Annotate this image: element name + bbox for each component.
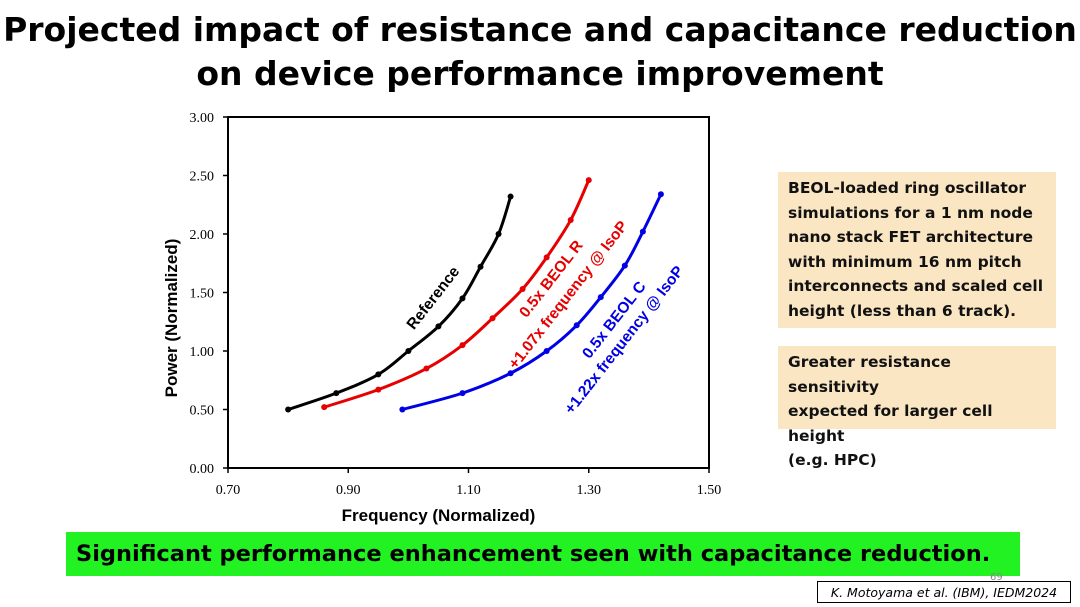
data-point-beol-c [657,191,664,198]
data-point-beol-c [597,294,604,301]
data-point-beol-r [585,177,592,184]
data-point-beol-r [423,365,430,372]
data-point-reference [285,406,292,413]
slide-title: Projected impact of resistance and capac… [0,8,1080,96]
power-frequency-chart: 0.70 0.90 1.10 1.30 1.50 0.00 0.50 1.00 1.50 2.00… [162,111,722,525]
note-line: expected for larger cell height [788,402,993,445]
info-line: BEOL-loaded ring oscillator [788,179,1027,197]
annotation-reference: Reference [404,263,464,333]
note-line: Greater resistance sensitivity [788,353,951,396]
data-point-beol-r [489,315,496,322]
data-point-beol-r [543,254,550,261]
x-axis-label: Frequency (Normalized) [342,506,536,525]
data-point-reference [495,231,502,237]
data-point-beol-r [321,404,328,411]
data-point-reference [435,323,442,330]
info-line: interconnects and scaled cell [788,277,1044,295]
x-tick-label: 0.70 [216,483,241,498]
x-tick-label: 0.90 [336,483,361,498]
data-point-reference [333,390,340,397]
y-tick-label: 0.00 [190,462,215,477]
data-point-beol-c [543,348,550,354]
info-line: nano stack FET architecture [788,228,1034,246]
x-tick-label: 1.30 [577,483,602,498]
info-line: height (less than 6 track). [788,301,1017,320]
citation: K. Motoyama et al. (IBM), IEDM2024 [817,581,1071,603]
y-tick-label: 2.50 [190,170,215,185]
slide-title-line-1: Projected impact of resistance and capac… [3,10,1077,49]
data-point-beol-r [459,342,466,349]
y-tick-label: 3.00 [190,111,215,126]
data-point-beol-c [621,262,628,269]
y-tick-label: 0.50 [190,404,215,419]
data-point-beol-c [507,370,514,377]
data-point-beol-c [639,228,646,235]
data-point-reference [477,263,484,270]
y-tick-label: 1.50 [190,287,215,302]
data-point-reference [459,295,466,302]
data-point-beol-r [567,216,574,223]
data-point-beol-r [375,386,382,393]
series-line-reference [287,196,513,411]
y-tick-label: 2.00 [190,228,215,243]
y-tick-label: 1.00 [190,345,215,360]
data-point-reference [507,193,514,200]
slide-title-line-2: on device performance improvement [196,54,884,93]
data-point-beol-c [459,390,466,397]
data-point-beol-c [573,322,580,329]
page-number: 69 [990,572,1003,583]
data-point-beol-c [399,406,406,413]
info-line: with minimum 16 nm pitch [788,252,1022,271]
data-point-beol-r [519,285,526,292]
x-tick-label: 1.50 [697,483,722,498]
sensitivity-note-box: Greater resistance sensitivity expected … [778,346,1056,469]
conclusion-banner: Significant performance enhancement seen… [66,532,1020,576]
data-point-reference [375,371,382,378]
simulation-info-box: BEOL-loaded ring oscillator simulations … [778,172,1056,328]
data-point-reference [405,348,412,354]
y-axis-label: Power (Normalized) [162,239,181,398]
info-line: simulations for a 1 nm node [788,203,1033,222]
note-line: (e.g. HPC) [788,451,877,469]
x-tick-label: 1.10 [456,483,481,498]
